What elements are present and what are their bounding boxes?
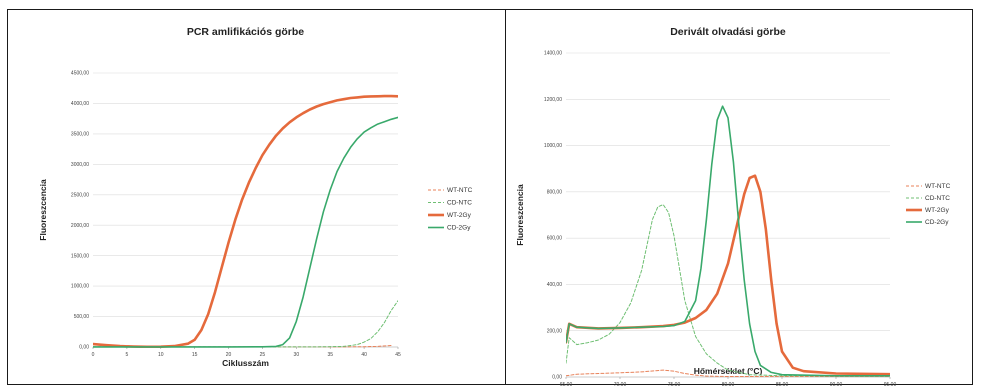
x-tick-label: 25 bbox=[260, 352, 266, 358]
series-line-cd-2gy bbox=[566, 105, 890, 377]
x-axis-title: Hőmérséklet (°C) bbox=[694, 366, 763, 376]
series-line-wt-2gy bbox=[566, 174, 890, 376]
y-tick-label: 1500,00 bbox=[71, 253, 89, 259]
x-tick-label: 70,00 bbox=[614, 382, 627, 386]
y-tick-label: 1200,00 bbox=[544, 97, 562, 103]
y-tick-label: 0,00 bbox=[552, 375, 562, 381]
chart-title: Derivált olvadási görbe bbox=[670, 26, 786, 38]
x-tick-label: 10 bbox=[158, 352, 164, 358]
chart-title: PCR amlifikációs görbe bbox=[187, 26, 304, 38]
y-tick-label: 2000,00 bbox=[71, 223, 89, 229]
x-tick-label: 0 bbox=[92, 352, 95, 358]
x-tick-label: 5 bbox=[125, 352, 128, 358]
y-tick-label: 4500,00 bbox=[71, 71, 89, 77]
x-tick-label: 30 bbox=[294, 352, 300, 358]
series-line-cd-ntc bbox=[93, 300, 398, 348]
y-tick-label: 3500,00 bbox=[71, 131, 89, 137]
legend-label: WT-NTC bbox=[925, 183, 951, 190]
series-line-wt-ntc bbox=[566, 369, 890, 377]
series-line-wt-ntc bbox=[93, 345, 392, 348]
y-tick-label: 3000,00 bbox=[71, 162, 89, 168]
x-tick-label: 65,00 bbox=[560, 382, 573, 386]
x-tick-label: 85,00 bbox=[776, 382, 789, 386]
x-tick-label: 95,00 bbox=[884, 382, 897, 386]
y-tick-label: 0,00 bbox=[79, 345, 89, 351]
legend-label: CD-2Gy bbox=[925, 219, 949, 226]
legend-label: CD-2Gy bbox=[447, 225, 471, 232]
y-tick-label: 500,00 bbox=[74, 314, 90, 320]
x-tick-label: 45 bbox=[395, 352, 401, 358]
x-tick-label: 80,00 bbox=[722, 382, 735, 386]
y-tick-label: 600,00 bbox=[547, 236, 563, 242]
x-tick-label: 15 bbox=[192, 352, 198, 358]
x-axis-title: Ciklusszám bbox=[222, 358, 269, 368]
pcr-amplification-chart: PCR amlifikációs görbe 0,00 500,00 1000,00 1… bbox=[38, 26, 473, 368]
series-line-cd-ntc bbox=[566, 204, 890, 377]
melting-curve-chart-panel: Derivált olvadási görbe 0,00 200,00 400,00 6… bbox=[505, 9, 973, 386]
y-tick-label: 200,00 bbox=[547, 328, 563, 334]
legend-label: CD-NTC bbox=[447, 200, 472, 207]
legend-label: WT-2Gy bbox=[447, 212, 472, 219]
y-tick-label: 1000,00 bbox=[544, 143, 562, 149]
y-tick-label: 400,00 bbox=[547, 282, 563, 288]
y-tick-label: 4000,00 bbox=[71, 101, 89, 107]
series-line-cd-2gy bbox=[93, 116, 398, 348]
y-axis-title: Fluoreszcencia bbox=[38, 179, 48, 241]
x-tick-label: 35 bbox=[327, 352, 333, 358]
x-tick-label: 75,00 bbox=[668, 382, 681, 386]
y-tick-label: 1400,00 bbox=[544, 51, 562, 57]
x-tick-label: 40 bbox=[361, 352, 367, 358]
legend-label: WT-NTC bbox=[447, 187, 473, 194]
series-line-wt-2gy bbox=[93, 94, 398, 348]
legend-label: WT-2Gy bbox=[925, 207, 950, 214]
y-tick-label: 1000,00 bbox=[71, 284, 89, 290]
x-tick-label: 20 bbox=[226, 352, 232, 358]
pcr-amplification-chart-panel: PCR amlifikációs görbe 0,00 500,00 1000,00 1… bbox=[7, 9, 506, 385]
legend-label: CD-NTC bbox=[925, 195, 950, 202]
x-tick-label: 90,00 bbox=[830, 382, 843, 386]
melting-curve-chart: Derivált olvadási görbe 0,00 200,00 400,00 6… bbox=[515, 26, 951, 386]
y-axis-title: Fluoreszcencia bbox=[515, 184, 525, 246]
y-tick-label: 800,00 bbox=[547, 189, 563, 195]
y-tick-label: 2500,00 bbox=[71, 192, 89, 198]
